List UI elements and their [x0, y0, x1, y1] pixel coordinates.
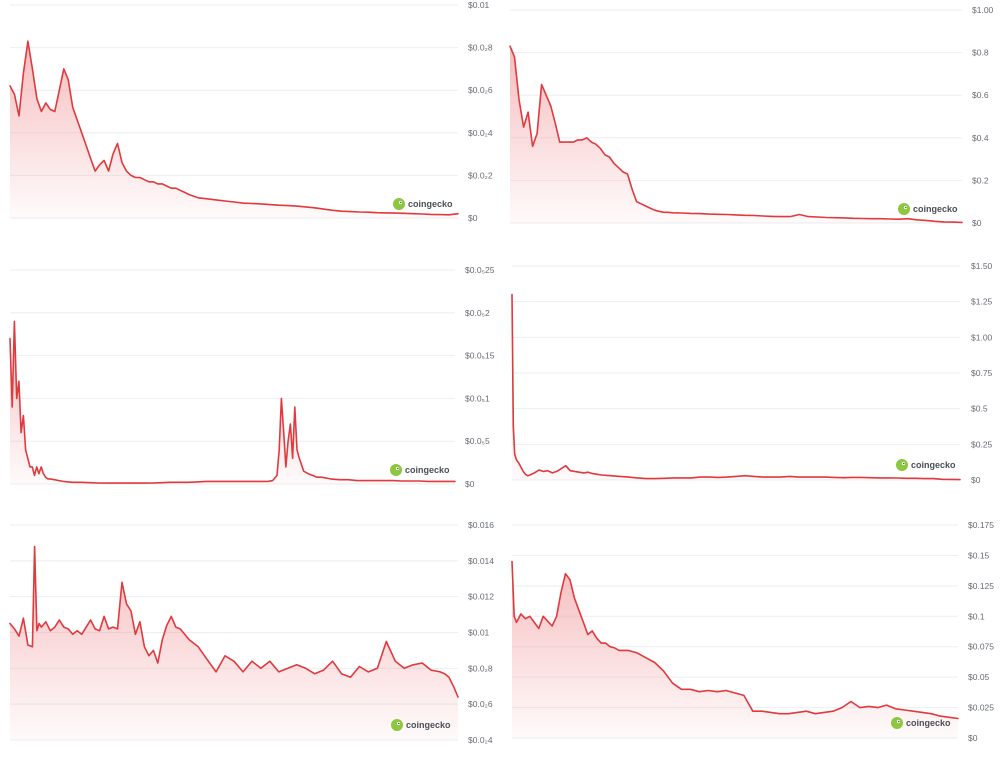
price-chart-1: $0 $0.0₂2 $0.0₂4 $0.0₂6 $0.0₂8 $0.01 coingecko	[9, 0, 493, 223]
y-tick-label: $0.25	[971, 439, 993, 449]
gecko-icon	[891, 717, 903, 729]
y-tick-label: $0.0₂8	[468, 663, 493, 673]
y-tick-label: $0.75	[971, 368, 993, 378]
price-chart-4: $0 $0.25 $0.5 $0.75 $1.00 $1.25 $1.50 coingecko	[511, 261, 993, 485]
y-tick-label: $0.5	[971, 404, 988, 414]
price-area	[10, 41, 458, 219]
price-area	[512, 561, 958, 738]
y-tick-label: $0.014	[468, 556, 494, 566]
y-tick-label: $0.125	[968, 581, 994, 591]
y-tick-label: $0.016	[468, 520, 494, 530]
y-tick-label: $0	[468, 213, 478, 223]
y-tick-label: $0.0₅2	[465, 308, 490, 318]
y-tick-label: $1.25	[971, 297, 993, 307]
gecko-icon	[393, 198, 405, 210]
chart-panel-2: $0 $0.2 $0.4 $0.6 $0.8 $1.00 coingecko	[500, 0, 1000, 235]
gecko-icon	[390, 464, 402, 476]
gecko-icon	[391, 719, 403, 731]
y-tick-label: $0.025	[968, 703, 994, 713]
y-tick-label: $0.01	[468, 628, 490, 638]
y-tick-label: $0	[971, 475, 981, 485]
y-tick-label: $0.0₂8	[468, 43, 493, 53]
coingecko-watermark: coingecko	[390, 464, 450, 476]
y-tick-label: $0.1	[968, 611, 985, 621]
gecko-icon	[896, 459, 908, 471]
y-tick-label: $1.50	[971, 261, 993, 271]
price-area	[512, 294, 960, 480]
price-chart-6: $0 $0.025 $0.05 $0.075 $0.1 $0.125 $0.15 $0.175…	[511, 520, 994, 743]
y-tick-label: $1.00	[971, 332, 993, 342]
coingecko-watermark: coingecko	[898, 203, 958, 215]
coingecko-watermark: coingecko	[891, 717, 951, 729]
y-tick-label: $0.0₂6	[468, 85, 493, 95]
watermark-text: coingecko	[406, 720, 451, 730]
y-tick-label: $0.4	[972, 133, 989, 143]
coingecko-watermark: coingecko	[391, 719, 451, 731]
y-tick-label: $0.0₅5	[465, 436, 490, 446]
price-area	[510, 46, 962, 224]
y-tick-label: $0	[972, 218, 982, 228]
coingecko-watermark: coingecko	[393, 198, 453, 210]
y-tick-label: $0.6	[972, 90, 989, 100]
chart-panel-4: $0 $0.25 $0.5 $0.75 $1.00 $1.25 $1.50 coingecko	[500, 258, 1000, 493]
y-tick-label: $0.01	[468, 0, 490, 10]
price-chart-2: $0 $0.2 $0.4 $0.6 $0.8 $1.00 coingecko	[509, 5, 994, 228]
watermark-text: coingecko	[405, 465, 450, 475]
y-tick-label: $0.0₅15	[465, 351, 495, 361]
y-tick-label: $0.0₂2	[468, 170, 493, 180]
chart-panel-1: $0 $0.0₂2 $0.0₂4 $0.0₂6 $0.0₂8 $0.01 coingecko	[0, 0, 500, 235]
coingecko-watermark: coingecko	[896, 459, 956, 471]
y-tick-label: $1.00	[972, 5, 994, 15]
y-tick-label: $0.0₂6	[468, 699, 493, 709]
y-tick-label: $0.05	[968, 672, 990, 682]
y-tick-label: $0.0₂4	[468, 735, 493, 745]
watermark-text: coingecko	[906, 718, 951, 728]
chart-panel-5: $0.0₂4 $0.0₂6 $0.0₂8 $0.01 $0.012 $0.014 $0.01…	[0, 518, 500, 753]
watermark-text: coingecko	[913, 204, 958, 214]
watermark-text: coingecko	[408, 199, 453, 209]
price-area	[10, 321, 455, 484]
chart-panel-3: $0 $0.0₅5 $0.0₅1 $0.0₅15 $0.0₅2 $0.0₅25 coinge…	[0, 262, 500, 497]
price-line	[511, 560, 959, 720]
y-tick-label: $0.2	[972, 175, 989, 185]
y-tick-label: $0	[968, 733, 978, 743]
y-tick-label: $0.012	[468, 592, 494, 602]
price-line	[9, 320, 456, 484]
price-chart-3: $0 $0.0₅5 $0.0₅1 $0.0₅15 $0.0₅2 $0.0₅25 coinge…	[9, 265, 495, 489]
price-chart-5: $0.0₂4 $0.0₂6 $0.0₂8 $0.01 $0.012 $0.014 $0.01…	[9, 520, 494, 745]
y-tick-label: $0.15	[968, 550, 990, 560]
chart-panel-6: $0 $0.025 $0.05 $0.075 $0.1 $0.125 $0.15 $0.175…	[500, 518, 1000, 753]
y-tick-label: $0.175	[968, 520, 994, 530]
y-tick-label: $0.0₂4	[468, 128, 493, 138]
price-line	[511, 293, 961, 481]
price-area	[10, 546, 458, 740]
y-tick-label: $0.0₅25	[465, 265, 495, 275]
gecko-icon	[898, 203, 910, 215]
y-tick-label: $0.0₅1	[465, 393, 490, 403]
y-tick-label: $0.8	[972, 48, 989, 58]
y-tick-label: $0.075	[968, 642, 994, 652]
y-tick-label: $0	[465, 479, 475, 489]
watermark-text: coingecko	[911, 460, 956, 470]
